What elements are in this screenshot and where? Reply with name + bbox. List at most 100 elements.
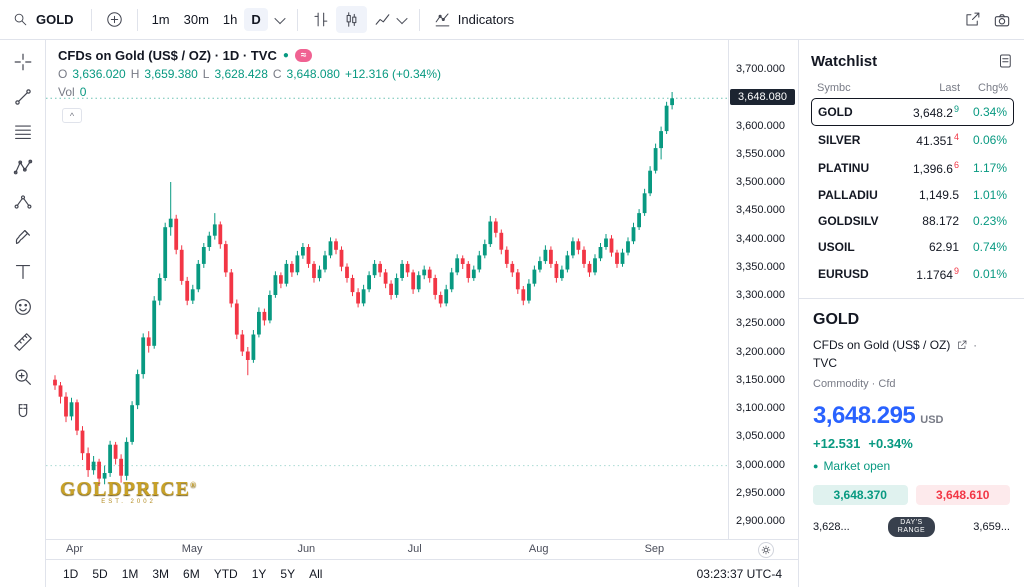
column-chg[interactable]: Chg% [978, 82, 1008, 94]
price-axis[interactable]: 3,648.080 2,900.000 2,950.000 3,000.000 3,0… [728, 40, 798, 539]
detail-symbol[interactable]: GOLD [813, 311, 860, 328]
detail-change-pct: +0.34% [868, 436, 913, 451]
xabcd-pattern-tool-icon[interactable] [6, 151, 40, 183]
range-buttons-group: 1D 5D 1M 3M 6M YTD 1Y 5Y All [56, 564, 329, 584]
share-export-icon[interactable] [963, 10, 982, 29]
candles-style-button[interactable] [335, 6, 367, 33]
timezone-clock[interactable]: 03:23:37 UTC-4 [696, 566, 782, 581]
watchlist-symbol: SILVER [818, 133, 861, 147]
brush-tool-icon[interactable] [6, 221, 40, 253]
ohlc-row: O 3,636.020 H 3,659.380 L 3,628.428 C 3,648.… [58, 67, 441, 81]
watchlist-last-fraction: 6 [953, 160, 959, 170]
price-tick: 2,950.000 [736, 486, 785, 499]
bottom-toolbar: 1D 5D 1M 3M 6M YTD 1Y 5Y All 03:23:37 UTC-4 [46, 559, 798, 587]
range-button-YTD[interactable]: YTD [213, 566, 238, 581]
watchlist-symbol: USOIL [818, 240, 855, 254]
chart-style-dropdown[interactable] [367, 6, 412, 33]
price-tick: 3,050.000 [736, 430, 785, 443]
watchlist-row-USOIL[interactable]: USOIL 62.91 0.74% [811, 234, 1014, 260]
candles-style-icon [342, 10, 361, 29]
watchlist-last: 41.3514 [916, 132, 959, 148]
axis-settings-button[interactable] [758, 542, 774, 558]
add-symbol-button[interactable] [99, 6, 130, 33]
line-chart-style-icon [373, 10, 392, 29]
range-button-6M[interactable]: 6M [183, 566, 200, 581]
column-last[interactable]: Last [939, 82, 960, 94]
range-button-5Y[interactable]: 5Y [280, 566, 296, 581]
watchlist-row-PALLADIU[interactable]: PALLADIU 1,149.5 1.01% [811, 182, 1014, 208]
column-symbol[interactable]: Symbc [817, 82, 851, 94]
range-button-1Y[interactable]: 1Y [251, 566, 267, 581]
price-tick: 3,500.000 [736, 176, 785, 188]
interval-button-D[interactable]: D [244, 8, 268, 31]
bars-style-button[interactable] [305, 6, 336, 33]
chart-legend: CFDs on Gold (US$ / OZ) · 1D · TVC ● ≈ O… [58, 48, 441, 99]
chart-title[interactable]: CFDs on Gold (US$ / OZ) · 1D · TVC [58, 48, 277, 63]
detail-exchange[interactable]: TVC [813, 356, 837, 370]
interval-button-30m[interactable]: 30m [183, 12, 209, 27]
watchlist-symbol: PALLADIU [818, 188, 878, 202]
bid-price-button[interactable]: 3,648.370 [813, 485, 908, 505]
open-value: 3,636.020 [72, 67, 126, 81]
watchlist-row-SILVER[interactable]: SILVER 41.3514 0.06% [811, 126, 1014, 154]
range-button-1D[interactable]: 1D [63, 566, 79, 581]
fib-retracement-tool-icon[interactable] [6, 116, 40, 148]
plus-circle-icon [105, 10, 124, 29]
watchlist-row-GOLD[interactable]: GOLD 3,648.29 0.34% [811, 98, 1014, 126]
flag-badge-icon[interactable]: ≈ [294, 49, 313, 62]
watermark-subtext: EST. 2002 [101, 499, 156, 505]
watchlist-symbol: PLATINU [818, 161, 870, 175]
data-status-dot-icon: ● [282, 50, 289, 61]
watchlist-last-fraction: 9 [953, 266, 959, 276]
range-low-value: 3,628... [813, 521, 850, 533]
interval-dropdown-button[interactable] [268, 12, 290, 28]
toolbar-divider [296, 8, 298, 31]
toolbar-divider [136, 8, 138, 31]
interval-button-1m[interactable]: 1m [151, 12, 170, 27]
range-button-All[interactable]: All [309, 566, 323, 581]
watchlist-last-fraction: 4 [953, 132, 959, 142]
ruler-tool-icon[interactable] [6, 326, 40, 358]
goldprice-watermark: GOLDPRICE® EST. 2002 [60, 478, 197, 505]
indicators-button[interactable]: Indicators [427, 6, 520, 33]
external-link-icon[interactable] [956, 339, 968, 351]
price-tick: 3,000.000 [736, 458, 785, 471]
watchlist-row-EURUSD[interactable]: EURUSD 1.17649 0.01% [811, 260, 1014, 288]
volume-value: 0 [79, 85, 87, 99]
time-tick: Aug [528, 543, 549, 555]
watchlist-symbol: GOLD [818, 105, 853, 119]
range-button-5D[interactable]: 5D [92, 566, 108, 581]
chart-plot[interactable]: CFDs on Gold (US$ / OZ) · 1D · TVC ● ≈ O… [46, 40, 728, 539]
crosshair-tool-icon[interactable] [6, 46, 40, 78]
range-button-1M[interactable]: 1M [121, 566, 139, 581]
ask-price-button[interactable]: 3,648.610 [915, 485, 1010, 505]
watchlist-last: 1,396.66 [912, 160, 959, 176]
camera-snapshot-icon[interactable] [992, 10, 1012, 30]
projection-tool-icon[interactable] [6, 186, 40, 218]
range-button-3M[interactable]: 3M [152, 566, 170, 581]
interval-group: 1m 30m 1h D [145, 8, 268, 31]
watchlist-symbol: EURUSD [818, 267, 869, 281]
watchlist-change: 0.74% [972, 240, 1007, 254]
range-label-line2: RANGE [897, 527, 926, 534]
search-icon [12, 11, 29, 28]
watchlist-change: 0.06% [972, 133, 1007, 147]
low-label: L [202, 67, 210, 81]
magnet-tool-icon[interactable] [6, 396, 40, 428]
time-tick: Jul [407, 543, 422, 555]
zoom-in-tool-icon[interactable] [6, 361, 40, 393]
legend-collapse-button[interactable]: ^ [62, 108, 82, 123]
watchlist-header[interactable]: Symbc Last Chg% [811, 78, 1014, 98]
watchlist-row-GOLDSILV[interactable]: GOLDSILV 88.172 0.23% [811, 208, 1014, 234]
watchlist-row-PLATINU[interactable]: PLATINU 1,396.66 1.17% [811, 154, 1014, 182]
drawing-toolbar [0, 40, 46, 587]
interval-button-1h[interactable]: 1h [222, 12, 238, 27]
last-price-badge: 3,648.080 [730, 89, 795, 106]
time-axis[interactable]: Apr May Jun Jul Aug Sep [46, 539, 798, 559]
text-tool-icon[interactable] [6, 256, 40, 288]
symbol-search[interactable]: GOLD [8, 7, 84, 32]
watchlist-menu-icon[interactable] [996, 52, 1014, 70]
days-range-pill: DAY'S RANGE [887, 517, 936, 537]
trend-line-tool-icon[interactable] [6, 81, 40, 113]
emoji-tool-icon[interactable] [6, 291, 40, 323]
